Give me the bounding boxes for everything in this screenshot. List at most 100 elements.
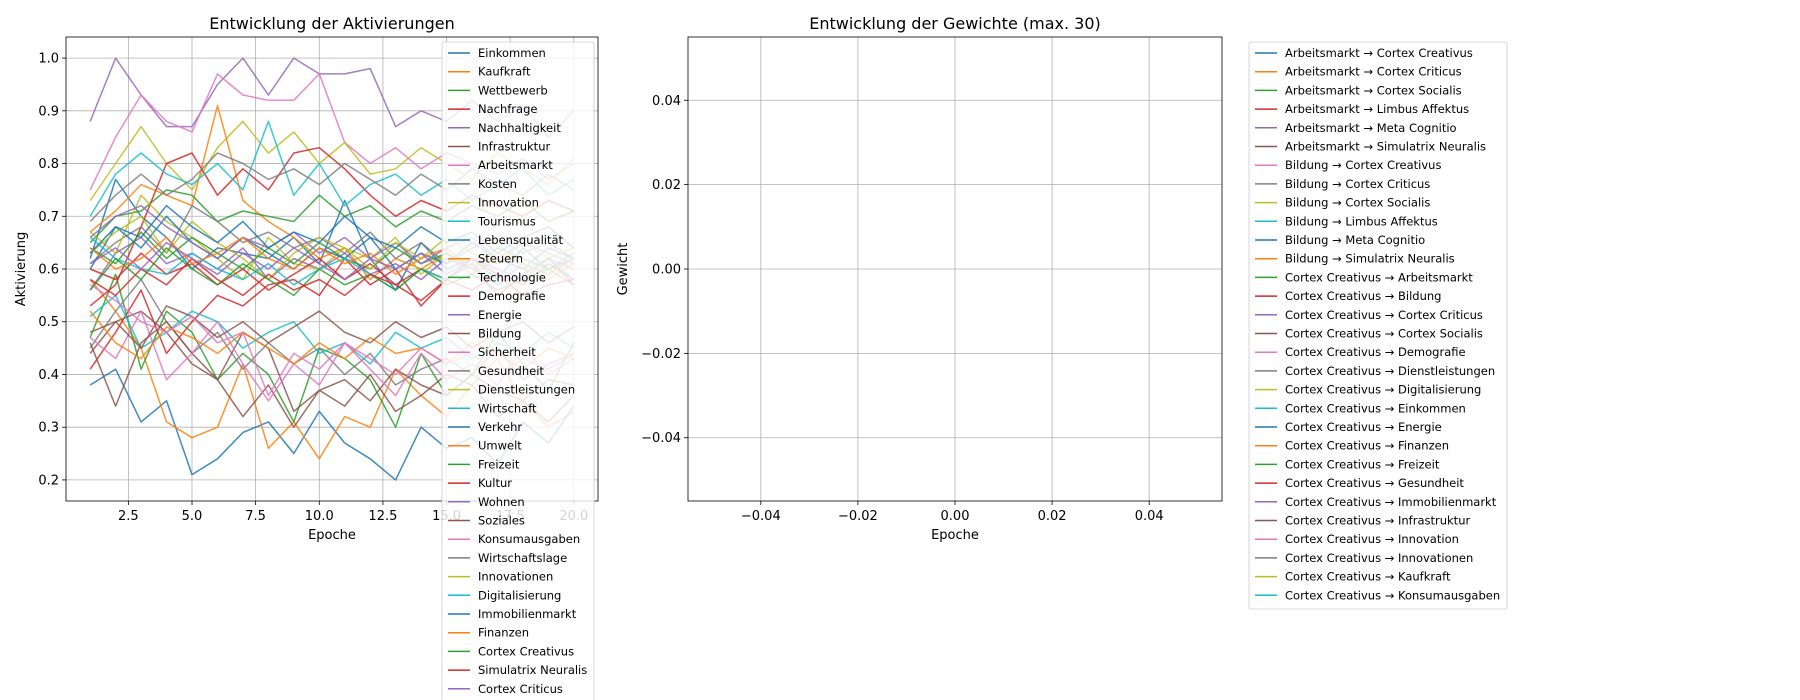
legend-label: Cortex Creativus → Konsumausgaben	[1285, 588, 1500, 602]
legend-label: Cortex Creativus → Digitalisierung	[1285, 383, 1481, 397]
legend-item: Cortex Creativus	[448, 644, 574, 658]
weights-chart: −0.04 −0.02 0.00 0.02 0.04 −0.04 −0.02 0.00 0.02…	[616, 14, 1508, 610]
legend-item: Cortex Creativus → Innovation	[1255, 532, 1459, 546]
x-tick-label: 0.00	[941, 509, 970, 524]
legend-label: Bildung → Cortex Criticus	[1285, 177, 1430, 191]
legend-item: Wirtschaftslage	[448, 551, 567, 565]
legend-label: Sicherheit	[478, 345, 536, 359]
x-tick-label: 0.04	[1135, 509, 1164, 524]
legend-label: Steuern	[478, 252, 523, 266]
legend-label: Arbeitsmarkt → Cortex Creativus	[1285, 46, 1473, 60]
legend-item: Tourismus	[448, 214, 536, 228]
legend-item: Cortex Creativus → Finanzen	[1255, 439, 1449, 453]
legend-item: Einkommen	[448, 46, 546, 60]
legend-label: Technologie	[477, 270, 546, 284]
legend-label: Bildung	[478, 327, 521, 341]
legend-item: Sicherheit	[448, 345, 536, 359]
legend-label: Verkehr	[478, 420, 522, 434]
legend-item: Cortex Creativus → Einkommen	[1255, 401, 1466, 415]
legend-label: Digitalisierung	[478, 588, 561, 602]
legend-label: Arbeitsmarkt → Limbus Affektus	[1285, 102, 1469, 116]
legend-label: Soziales	[478, 514, 525, 528]
y-tick-label: 0.6	[38, 263, 59, 278]
legend-item: Energie	[448, 308, 522, 322]
legend-label: Wettbewerb	[478, 83, 548, 97]
legend-label: Arbeitsmarkt → Cortex Criticus	[1285, 65, 1462, 79]
legend-label: Lebensqualität	[478, 233, 564, 247]
legend-item: Wettbewerb	[448, 83, 548, 97]
legend-label: Nachhaltigkeit	[478, 121, 561, 135]
legend-item: Nachhaltigkeit	[448, 121, 561, 135]
x-tick-label: 0.02	[1038, 509, 1067, 524]
legend-item: Bildung → Cortex Socialis	[1255, 196, 1430, 210]
legend-item: Cortex Creativus → Konsumausgaben	[1255, 588, 1500, 602]
legend-item: Simulatrix Neuralis	[448, 663, 587, 677]
y-axis-label: Gewicht	[616, 243, 631, 296]
x-axis-label: Epoche	[931, 528, 979, 543]
legend-item: Soziales	[448, 514, 525, 528]
legend-item: Cortex Creativus → Energie	[1255, 420, 1442, 434]
x-tick-label: −0.04	[741, 509, 781, 524]
legend-item: Cortex Criticus	[448, 682, 563, 696]
legend-label: Infrastruktur	[478, 140, 550, 154]
legend-item: Dienstleistungen	[448, 383, 575, 397]
legend-label: Cortex Creativus → Gesundheit	[1285, 476, 1464, 490]
legend-label: Kosten	[478, 177, 517, 191]
legend-label: Simulatrix Neuralis	[478, 663, 587, 677]
legend-label: Bildung → Cortex Socialis	[1285, 196, 1430, 210]
legend-label: Innovation	[478, 196, 539, 210]
y-tick-label: 0.7	[38, 210, 59, 225]
legend-item: Digitalisierung	[448, 588, 561, 602]
y-tick-label: −0.02	[641, 347, 681, 362]
legend-label: Demografie	[478, 289, 546, 303]
legend-item: Cortex Creativus → Dienstleistungen	[1255, 364, 1495, 378]
legend-label: Cortex Creativus → Innovationen	[1285, 551, 1473, 565]
legend-item: Arbeitsmarkt → Cortex Creativus	[1255, 46, 1473, 60]
legend-item: Wirtschaft	[448, 401, 537, 415]
chart-title: Entwicklung der Gewichte (max. 30)	[809, 14, 1101, 33]
legend-item: Bildung → Limbus Affektus	[1255, 214, 1438, 228]
legend-label: Arbeitsmarkt → Meta Cognitio	[1285, 121, 1457, 135]
legend-item: Finanzen	[448, 626, 529, 640]
legend-item: Bildung → Simulatrix Neuralis	[1255, 252, 1455, 266]
legend-item: Kosten	[448, 177, 517, 191]
x-tick-label: 7.5	[245, 509, 266, 524]
legend-item: Arbeitsmarkt → Simulatrix Neuralis	[1255, 140, 1486, 154]
legend-item: Wohnen	[448, 495, 525, 509]
legend-item: Demografie	[448, 289, 546, 303]
legend-item: Cortex Creativus → Infrastruktur	[1255, 514, 1470, 528]
legend-label: Immobilienmarkt	[478, 607, 577, 621]
x-tick-label: 5.0	[182, 509, 203, 524]
y-tick-label: 0.5	[38, 315, 59, 330]
legend-item: Cortex Creativus → Cortex Criticus	[1255, 308, 1483, 322]
legend-label: Cortex Creativus	[478, 644, 574, 658]
legend-label: Wirtschaftslage	[478, 551, 567, 565]
legend-item: Arbeitsmarkt → Limbus Affektus	[1255, 102, 1469, 116]
legend-item: Cortex Creativus → Kaufkraft	[1255, 570, 1451, 584]
x-tick-label: 12.5	[368, 509, 397, 524]
legend-label: Nachfrage	[478, 102, 537, 116]
legend-box	[1248, 41, 1508, 610]
legend-label: Cortex Creativus → Dienstleistungen	[1285, 364, 1495, 378]
legend-label: Bildung → Cortex Creativus	[1285, 158, 1441, 172]
y-tick-label: 0.4	[38, 368, 59, 383]
legend-label: Cortex Creativus → Freizeit	[1285, 457, 1440, 471]
legend-item: Cortex Creativus → Gesundheit	[1255, 476, 1464, 490]
legend-item: Gesundheit	[448, 364, 544, 378]
legend: Einkommen Kaufkraft Wettbewerb Nachfrage Nac…	[441, 41, 595, 700]
y-tick-label: 0.9	[38, 104, 59, 119]
legend-item: Cortex Creativus → Bildung	[1255, 289, 1441, 303]
legend-item: Arbeitsmarkt	[448, 158, 553, 172]
legend-label: Kaufkraft	[478, 65, 531, 79]
legend-label: Cortex Creativus → Kaufkraft	[1285, 570, 1451, 584]
x-tick-label: 2.5	[118, 509, 139, 524]
legend-label: Cortex Criticus	[478, 682, 563, 696]
legend-item: Cortex Creativus → Demografie	[1255, 345, 1466, 359]
legend-item: Bildung	[448, 327, 521, 341]
legend-item: Arbeitsmarkt → Cortex Criticus	[1255, 65, 1462, 79]
legend-label: Cortex Creativus → Finanzen	[1285, 439, 1449, 453]
legend-label: Dienstleistungen	[478, 383, 575, 397]
legend-label: Cortex Creativus → Arbeitsmarkt	[1285, 270, 1473, 284]
legend-item: Cortex Creativus → Arbeitsmarkt	[1255, 270, 1473, 284]
